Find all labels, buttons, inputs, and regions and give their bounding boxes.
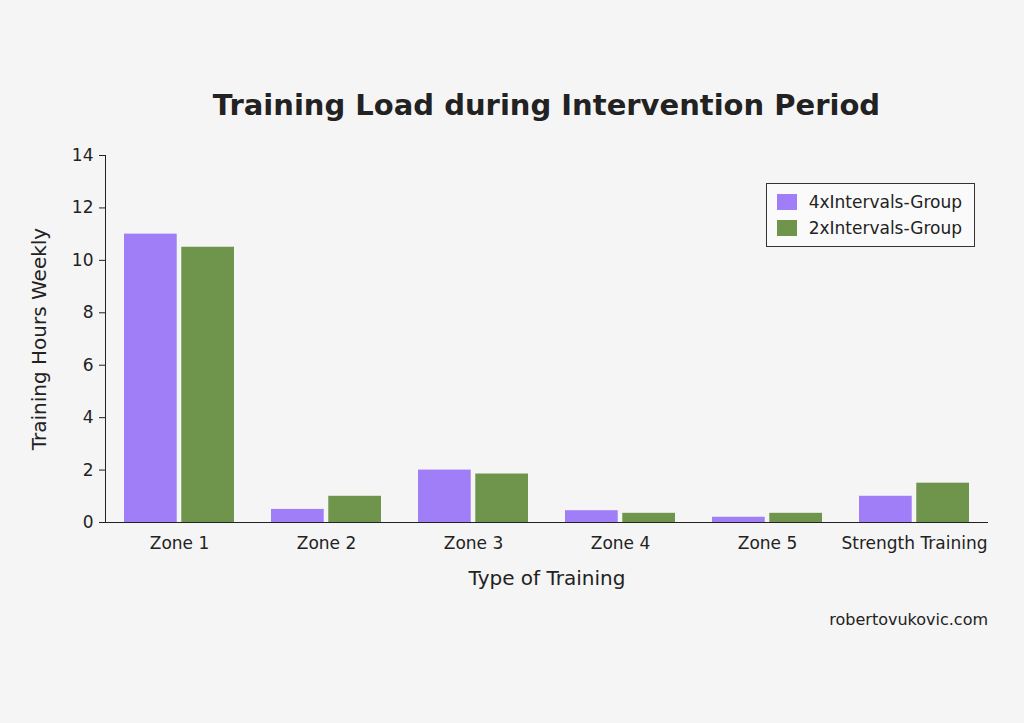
svg-text:Type of Training: Type of Training — [468, 566, 626, 590]
svg-text:Training Hours Weekly: Training Hours Weekly — [27, 228, 51, 452]
svg-text:Zone 3: Zone 3 — [444, 533, 504, 553]
svg-text:10: 10 — [72, 250, 94, 270]
html-text:4xIntervals-Group: 4xIntervals-Group — [808, 192, 962, 212]
svg-text:12: 12 — [72, 197, 94, 217]
svg-text:8: 8 — [83, 302, 94, 322]
html-text:Training Load during Intervent: Training Load during Intervention Period — [212, 88, 881, 122]
svg-text:6: 6 — [83, 355, 94, 375]
html-text:robertovukovic.com: robertovukovic.com — [829, 610, 988, 629]
svg-text:Strength Training: Strength Training — [841, 533, 987, 553]
svg-text:Zone 1: Zone 1 — [150, 533, 210, 553]
svg-text:0: 0 — [83, 512, 94, 532]
svg-text:Zone 5: Zone 5 — [738, 533, 798, 553]
svg-text:14: 14 — [72, 145, 94, 165]
svg-text:4: 4 — [83, 407, 94, 427]
svg-text:2: 2 — [83, 460, 94, 480]
svg-text:Zone 4: Zone 4 — [591, 533, 651, 553]
svg-text:Zone 2: Zone 2 — [297, 533, 357, 553]
html-text:2xIntervals-Group: 2xIntervals-Group — [808, 218, 962, 238]
